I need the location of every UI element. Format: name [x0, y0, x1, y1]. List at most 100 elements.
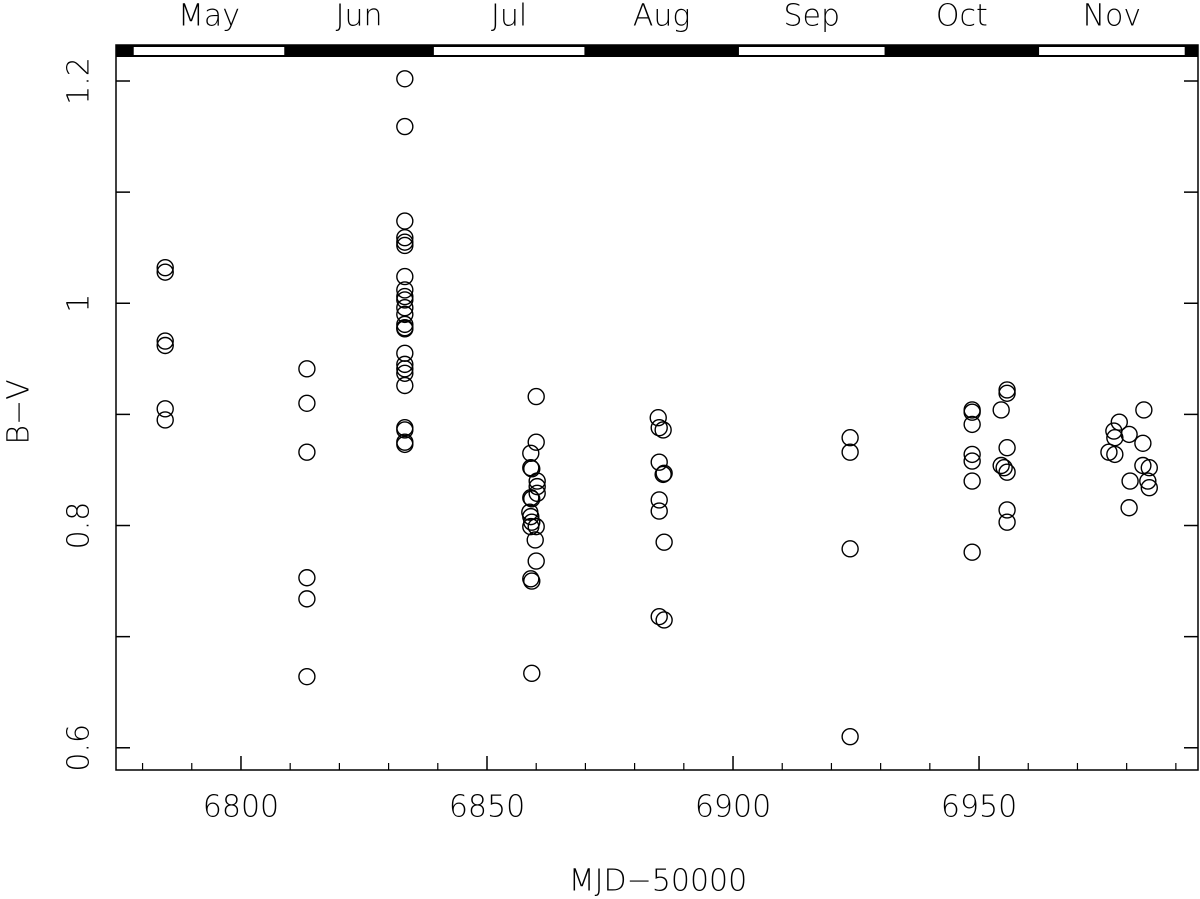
data-point [992, 456, 1010, 475]
data-point [1135, 401, 1153, 419]
x-axis-label: MJD−50000 [569, 864, 747, 899]
data-point [1140, 479, 1158, 497]
data-point [650, 419, 668, 437]
data-point [396, 364, 414, 382]
data-point [650, 502, 668, 520]
data-point [523, 664, 541, 683]
data-point [650, 491, 668, 509]
data-point [396, 305, 414, 324]
data-point [396, 212, 414, 230]
month-label: Jul [491, 0, 527, 34]
data-point [156, 336, 174, 355]
data-point [1110, 413, 1128, 431]
data-point [527, 387, 545, 406]
month-bar [116, 45, 1198, 57]
data-point [396, 435, 414, 454]
data-point [396, 70, 414, 88]
data-point [1106, 429, 1124, 447]
month-label: May [178, 0, 240, 34]
data-point [1120, 499, 1138, 517]
data-point [396, 267, 414, 286]
month-label: Oct [936, 0, 988, 34]
data-point [1121, 472, 1139, 490]
data-point [963, 415, 981, 434]
data-point [998, 463, 1016, 481]
data-point [396, 117, 414, 136]
data-point [526, 531, 544, 549]
data-point [528, 484, 546, 502]
data-point [298, 360, 316, 378]
data-point [396, 320, 414, 338]
data-point [396, 355, 414, 374]
data-point [522, 517, 540, 536]
data-point [396, 360, 414, 378]
data-point [298, 443, 316, 461]
month-label: Jun [336, 0, 383, 34]
y-tick-label: 0.6 [62, 724, 97, 772]
data-point [963, 472, 981, 490]
data-point [298, 569, 316, 587]
data-point [1120, 425, 1138, 444]
data-point [528, 472, 546, 490]
data-point [998, 439, 1016, 457]
data-point [649, 409, 667, 427]
data-point [998, 381, 1016, 399]
data-point [841, 540, 859, 558]
data-point [298, 394, 316, 412]
data-point [1139, 472, 1157, 490]
data-point [156, 411, 174, 429]
data-point [396, 281, 414, 299]
data-point [156, 259, 174, 277]
data-point [654, 465, 672, 484]
data-point [522, 489, 540, 507]
data-point [992, 401, 1010, 419]
month-segment [1039, 47, 1185, 55]
x-tick-label: 6800 [203, 790, 279, 825]
y-axis-label: B−V [2, 379, 37, 444]
data-point [655, 464, 673, 482]
data-point [963, 445, 981, 464]
data-point [522, 507, 540, 526]
data-point [298, 590, 316, 608]
month-segment [433, 47, 585, 55]
data-point [527, 552, 545, 570]
x-tick-label: 6850 [449, 790, 525, 825]
data-point [523, 490, 541, 508]
data-point [1134, 434, 1152, 452]
month-label: Aug [633, 0, 691, 34]
data-point [655, 611, 673, 629]
data-point [655, 533, 673, 551]
month-segment [133, 47, 285, 55]
data-point [528, 477, 546, 496]
data-point [841, 443, 859, 461]
data-point [650, 607, 668, 626]
data-point [654, 421, 672, 439]
y-tick-label: 1.2 [62, 57, 97, 105]
data-point [527, 517, 545, 536]
month-label: Nov [1083, 0, 1142, 34]
data-point [841, 429, 859, 447]
x-tick-label: 6900 [695, 790, 771, 825]
data-point [298, 667, 316, 686]
data-point [963, 543, 981, 561]
data-point [1140, 459, 1158, 477]
data-point [523, 460, 541, 478]
y-tick-label: 1 [62, 294, 97, 313]
data-point [396, 376, 414, 395]
data-point [998, 384, 1016, 402]
data-point [396, 315, 414, 334]
data-point [396, 291, 414, 309]
data-point [963, 403, 981, 421]
data-point [1106, 445, 1124, 464]
data-point [396, 233, 414, 251]
data-point [156, 332, 174, 350]
data-point [995, 459, 1013, 477]
plot-frame [115, 44, 1199, 771]
data-point [156, 400, 174, 418]
data-point [396, 228, 414, 247]
data-point [156, 263, 174, 281]
data-point [396, 236, 414, 255]
month-label: Sep [783, 0, 840, 34]
data-point [841, 727, 859, 746]
